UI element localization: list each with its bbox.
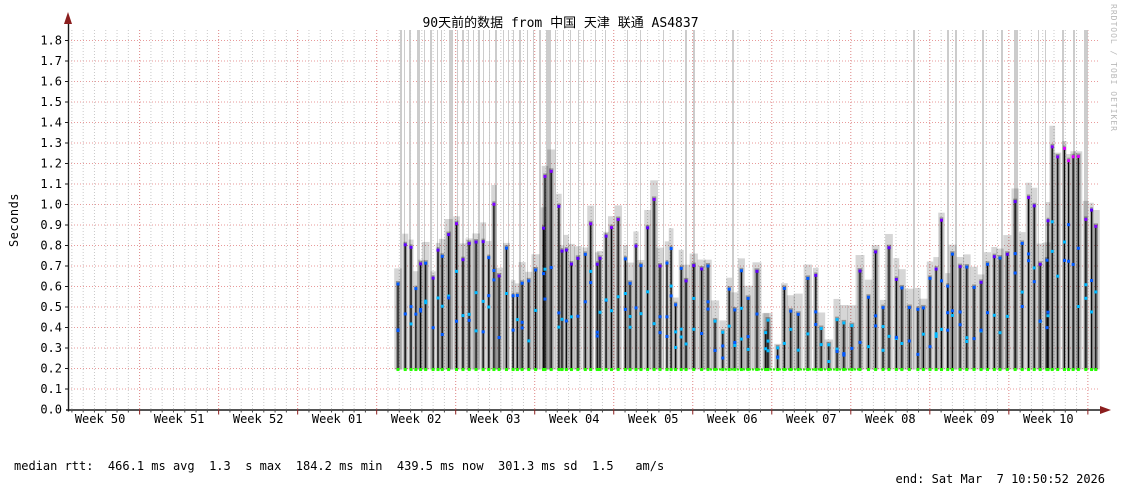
week-labels: Week 50 Week 51 Week 52 Week 01 Week 02 Week … <box>75 412 1074 426</box>
svg-text:Week 03: Week 03 <box>470 412 521 426</box>
svg-text:Week 08: Week 08 <box>865 412 916 426</box>
loss-dots <box>396 145 1098 372</box>
svg-text:0.7: 0.7 <box>40 259 62 273</box>
svg-text:0.0: 0.0 <box>40 403 62 417</box>
svg-text:1.6: 1.6 <box>40 75 62 89</box>
svg-text:0.6: 0.6 <box>40 280 62 294</box>
end-timestamp: end: Sat Mar 7 10:50:52 2026 <box>895 472 1105 486</box>
graph-title: 90天前的数据 from 中国 天津 联通 AS4837 <box>422 16 699 31</box>
svg-text:0.1: 0.1 <box>40 382 62 396</box>
y-axis-label: Seconds <box>7 192 21 248</box>
rrdtool-watermark: RRDTOOL / TOBI OETIKER <box>1109 4 1118 132</box>
svg-text:Week 50: Week 50 <box>75 412 126 426</box>
svg-text:0.8: 0.8 <box>40 239 62 253</box>
svg-text:1.8: 1.8 <box>40 34 62 48</box>
axes <box>64 12 1111 415</box>
svg-text:0.4: 0.4 <box>40 321 62 335</box>
median-rtt-line: median rtt: 466.1 ms avg 1.3 s max 184.2… <box>14 459 665 473</box>
svg-text:Week 10: Week 10 <box>1023 412 1074 426</box>
svg-text:Week 06: Week 06 <box>707 412 758 426</box>
svg-text:Week 04: Week 04 <box>549 412 600 426</box>
full-loss-bars <box>400 30 1088 370</box>
svg-text:1.1: 1.1 <box>40 177 62 191</box>
svg-text:0.9: 0.9 <box>40 218 62 232</box>
svg-text:Week 05: Week 05 <box>628 412 679 426</box>
graph-legend-block: median rtt: 466.1 ms avg 1.3 s max 184.2… <box>14 431 664 494</box>
svg-text:0.2: 0.2 <box>40 362 62 376</box>
y-tick-labels: 0.0 0.1 0.2 0.3 0.4 0.5 0.6 0.7 0.8 0.9 1.0 1.1 1.2 1… <box>40 34 62 417</box>
svg-text:0.3: 0.3 <box>40 341 62 355</box>
svg-text:Week 09: Week 09 <box>944 412 995 426</box>
svg-text:Week 52: Week 52 <box>233 412 284 426</box>
svg-text:Week 02: Week 02 <box>391 412 442 426</box>
svg-text:1.3: 1.3 <box>40 136 62 150</box>
svg-text:1.7: 1.7 <box>40 54 62 68</box>
svg-text:1.0: 1.0 <box>40 198 62 212</box>
svg-text:Week 51: Week 51 <box>154 412 205 426</box>
svg-text:1.2: 1.2 <box>40 157 62 171</box>
svg-text:0.5: 0.5 <box>40 300 62 314</box>
svg-text:1.5: 1.5 <box>40 95 62 109</box>
svg-text:Week 01: Week 01 <box>312 412 363 426</box>
svg-text:Week 07: Week 07 <box>786 412 837 426</box>
svg-text:1.4: 1.4 <box>40 116 62 130</box>
